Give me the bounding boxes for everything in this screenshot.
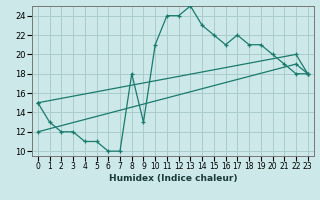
X-axis label: Humidex (Indice chaleur): Humidex (Indice chaleur) [108, 174, 237, 183]
